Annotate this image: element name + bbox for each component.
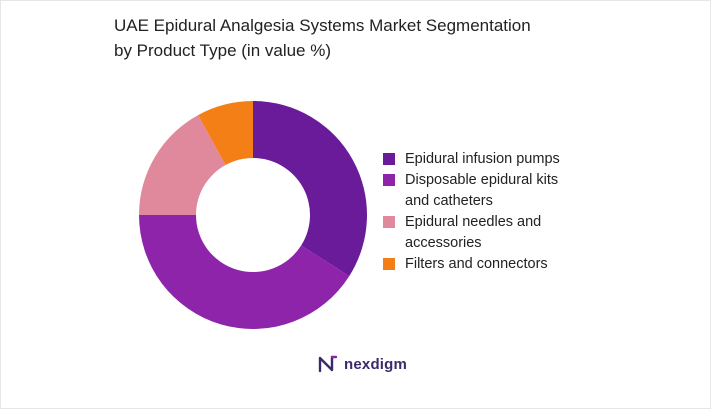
legend-label-line: and catheters: [405, 193, 493, 209]
chart-title: UAE Epidural Analgesia Systems Market Se…: [114, 13, 614, 63]
legend-label: Epidural infusion pumps: [405, 149, 560, 170]
legend-label-line: Disposable epidural kits: [405, 172, 559, 188]
legend-item-2: Disposable epidural kits and catheters: [383, 170, 623, 212]
donut-slice-2: [139, 215, 350, 329]
legend-swatch: [383, 153, 395, 165]
donut-slice-3: [139, 115, 226, 215]
legend-label-line: Epidural infusion pumps: [405, 151, 560, 167]
donut-slice-1: [253, 101, 368, 277]
legend-label-line: Epidural needles and: [405, 214, 542, 230]
legend-label: Filters and connectors: [405, 254, 548, 275]
legend-swatch: [383, 216, 395, 228]
legend-swatch: [383, 174, 395, 186]
chart-legend: Epidural infusion pumps Disposable epidur…: [383, 149, 623, 275]
legend-label-line: Filters and connectors: [405, 256, 548, 272]
legend-label: Epidural needles and accessories: [405, 212, 541, 254]
chart-title-line-1: UAE Epidural Analgesia Systems Market Se…: [114, 16, 531, 35]
legend-item-4: Filters and connectors: [383, 254, 623, 275]
legend-swatch: [383, 258, 395, 270]
legend-item-1: Epidural infusion pumps: [383, 149, 623, 170]
legend-item-3: Epidural needles and accessories: [383, 212, 623, 254]
brand-name: nexdigm: [344, 355, 408, 373]
chart-title-line-2: by Product Type (in value %): [114, 41, 332, 60]
legend-label-line: accessories: [405, 235, 482, 251]
brand-logo: nexdigm: [317, 353, 407, 375]
donut-slice-4: [198, 101, 253, 166]
nexdigm-logo-icon: [318, 355, 338, 373]
legend-label: Disposable epidural kits and catheters: [405, 170, 558, 212]
